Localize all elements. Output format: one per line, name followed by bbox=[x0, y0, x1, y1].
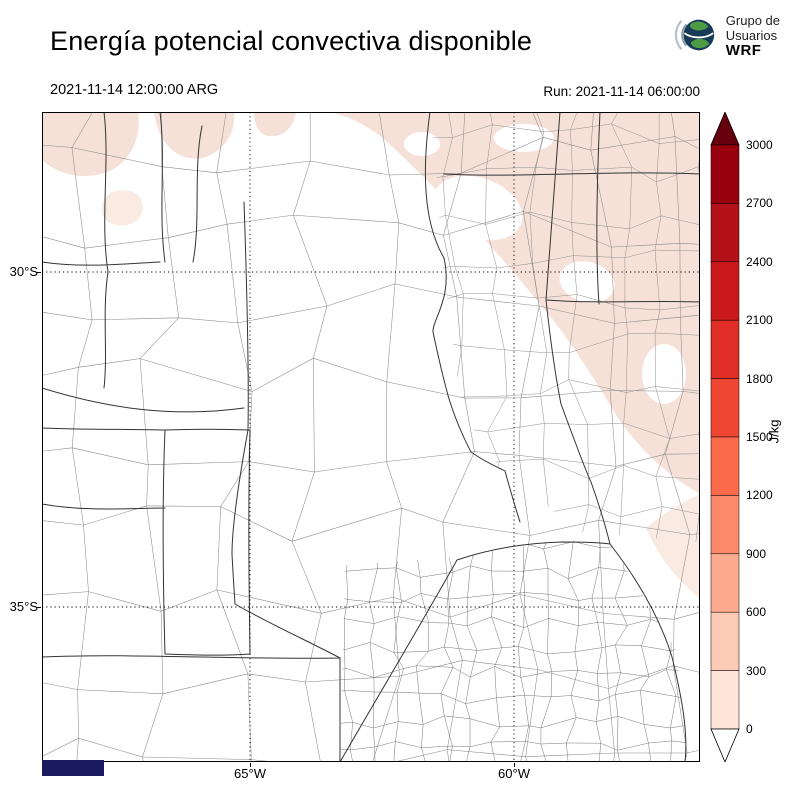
colorbar-segment bbox=[710, 495, 740, 555]
colorbar-segment bbox=[710, 378, 740, 438]
colorbar-segment bbox=[710, 261, 740, 321]
page-title: Energía potencial convectiva disponible bbox=[50, 26, 533, 56]
colorbar-under-arrow bbox=[710, 728, 740, 764]
map-border bbox=[42, 112, 700, 762]
axis-tick bbox=[37, 607, 41, 608]
colorbar-tick: 2400 bbox=[746, 255, 773, 269]
colorbar bbox=[710, 110, 740, 764]
department-borders bbox=[42, 112, 700, 762]
wrf-logo: Grupo de Usuarios WRF bbox=[672, 12, 780, 58]
map-canvas bbox=[42, 112, 700, 762]
axis-tick bbox=[514, 763, 515, 767]
colorbar-over-arrow bbox=[710, 110, 740, 146]
colorbar-tick: 900 bbox=[746, 547, 767, 561]
logo-line2: Usuarios bbox=[725, 27, 778, 43]
logo-text: Grupo de Usuarios WRF bbox=[726, 13, 780, 58]
colorbar-tick: 300 bbox=[746, 664, 767, 678]
colorbar-segment bbox=[710, 670, 740, 730]
colorbar-tick: 1500 bbox=[746, 430, 773, 444]
colorbar-segment bbox=[710, 553, 740, 613]
colorbar-segment bbox=[710, 319, 740, 379]
run-time-label: Run: 2021-11-14 06:00:00 bbox=[543, 84, 700, 99]
watermark-bar bbox=[42, 760, 104, 776]
logo-line1: Grupo de bbox=[725, 12, 780, 28]
colorbar-segment bbox=[710, 611, 740, 671]
colorbar-tick: 1200 bbox=[746, 488, 773, 502]
colorbar-tick: 0 bbox=[746, 722, 753, 736]
map-frame bbox=[42, 112, 700, 762]
logo-line3: WRF bbox=[725, 41, 762, 59]
colorbar-tick: 600 bbox=[746, 605, 767, 619]
colorbar-unit-label: J/kg bbox=[766, 419, 782, 444]
colorbar-tick: 2100 bbox=[746, 313, 773, 327]
ytick-35s: 35°S bbox=[9, 599, 38, 614]
xtick-65w: 65°W bbox=[234, 766, 266, 781]
colorbar-segment bbox=[710, 436, 740, 496]
colorbar-tick: 1800 bbox=[746, 372, 773, 386]
colorbar-tick: 2700 bbox=[746, 196, 773, 210]
colorbar-segment bbox=[710, 144, 740, 204]
xtick-60w: 60°W bbox=[498, 766, 530, 781]
ytick-30s: 30°S bbox=[9, 264, 38, 279]
cape-shading-low-region bbox=[42, 112, 700, 598]
axis-tick bbox=[37, 272, 41, 273]
globe-icon bbox=[674, 19, 714, 51]
valid-time-label: 2021-11-14 12:00:00 ARG bbox=[50, 82, 219, 98]
province-borders bbox=[42, 112, 700, 762]
axis-tick bbox=[250, 763, 251, 767]
colorbar-tick: 3000 bbox=[746, 138, 773, 152]
colorbar-bar bbox=[710, 110, 740, 764]
colorbar-segment bbox=[710, 203, 740, 263]
